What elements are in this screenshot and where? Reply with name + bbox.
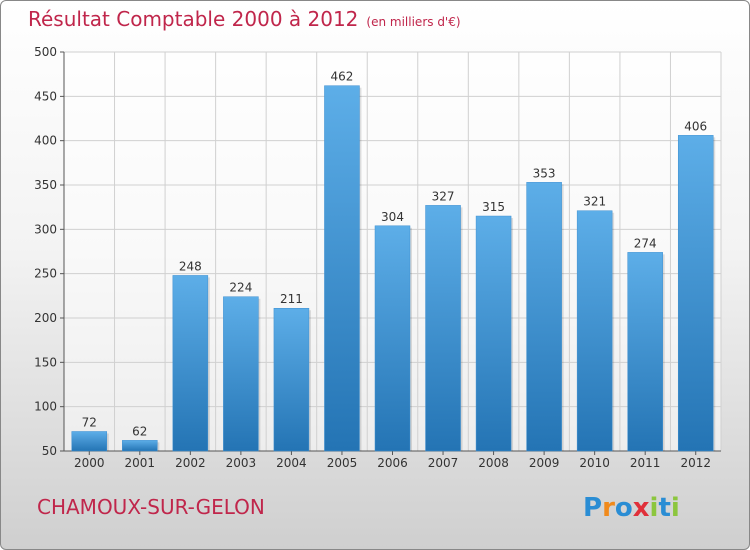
x-tick-label: 2010 [579,456,610,470]
bar [324,85,360,452]
chart-subtitle: (en milliers d'€) [366,15,461,29]
bar [172,275,209,452]
data-label: 211 [280,292,303,306]
data-label: 62 [132,424,147,438]
bar [627,252,663,452]
logo-letter: P [583,493,602,523]
x-tick-label: 2011 [630,456,661,470]
data-label: 274 [634,236,657,250]
logo-letter: i [650,493,659,523]
bar [71,431,108,452]
y-tick-label: 250 [34,267,57,281]
x-tick-label: 2001 [125,456,156,470]
data-label: 321 [583,195,606,209]
bar [526,182,562,452]
labels: 72 2000 62 2001 248 2002 224 2003 211 2004 462 2005… [74,70,711,470]
bar [677,135,714,452]
x-tick-label: 2009 [529,456,560,470]
y-tick-label: 100 [34,400,57,414]
y-tick-label: 150 [34,355,57,369]
proxiti-logo-graphic: Proxiti [583,493,680,523]
data-label: 72 [82,415,97,429]
bar [122,440,158,452]
data-label: 248 [179,259,202,273]
svg-text:Proxiti: Proxiti [583,493,680,523]
y-tick-label: 300 [34,222,57,236]
logo-letter: x [633,493,650,523]
proxiti-logo: Proxiti [581,490,691,524]
bar [374,225,411,452]
y-tick-label: 450 [34,89,57,103]
logo-letter: r [602,493,615,523]
data-label: 304 [381,210,404,224]
bars [71,85,716,452]
y-tick-label: 400 [34,134,57,148]
data-label: 462 [331,70,354,84]
x-tick-label: 2012 [680,456,711,470]
data-label: 327 [432,189,455,203]
bar [425,205,461,452]
x-tick-label: 2000 [74,456,105,470]
y-tick-label: 500 [34,45,57,59]
x-tick-label: 2005 [327,456,358,470]
data-label: 353 [533,166,556,180]
bar [273,307,310,452]
x-tick-label: 2006 [377,456,408,470]
y-tick-label: 50 [42,444,57,458]
bar [475,215,512,452]
logo-letter: t [658,493,670,523]
y-tick-label: 200 [34,311,57,325]
y-tick-label: 350 [34,178,57,192]
bar [223,296,259,452]
bar [576,210,613,452]
logo-letter: i [671,493,680,523]
x-tick-label: 2002 [175,456,206,470]
chart-title-text: Résultat Comptable 2000 à 2012 [28,7,359,31]
x-tick-label: 2004 [276,456,307,470]
data-label: 406 [684,119,707,133]
logo-letter: o [615,493,633,523]
data-label: 224 [229,281,252,295]
chart-title: Résultat Comptable 2000 à 2012 (en millie… [28,7,461,31]
x-tick-label: 2007 [428,456,459,470]
town-name: CHAMOUX-SUR-GELON [37,495,265,519]
data-label: 315 [482,200,505,214]
x-tick-label: 2008 [478,456,509,470]
x-tick-label: 2003 [226,456,257,470]
